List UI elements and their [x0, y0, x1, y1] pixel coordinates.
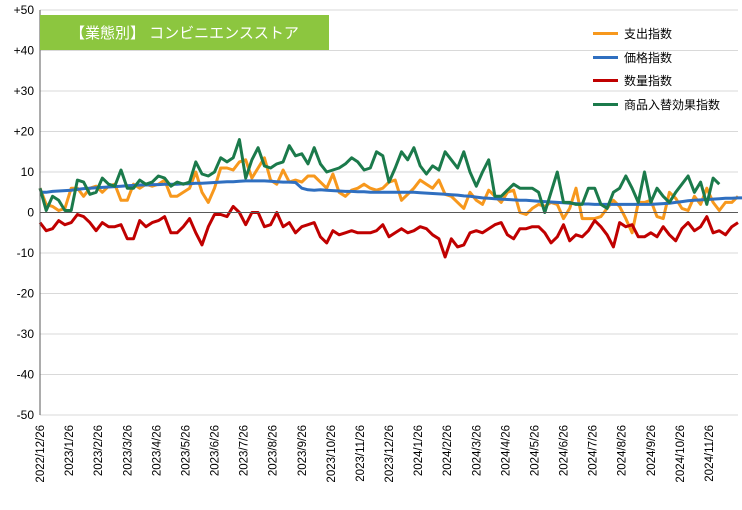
x-tick-label: 2023/10/26 — [326, 425, 338, 483]
legend-label-spending: 支出指数 — [624, 27, 673, 42]
y-tick-label: -20 — [17, 287, 35, 301]
legend-swatch-quantity — [593, 79, 618, 83]
chart-title-text: 【業態別】 コンビニエンスストア — [70, 25, 299, 42]
legend-label-quantity: 数量指数 — [624, 74, 673, 89]
y-tick-label: +20 — [14, 125, 35, 139]
x-tick-label: 2024/5/26 — [529, 425, 541, 476]
x-tick-label: 2024/1/26 — [413, 425, 425, 476]
y-tick-label: +30 — [14, 84, 35, 98]
chart-title: 【業態別】 コンビニエンスストア — [40, 15, 329, 50]
legend-item-quantity: 数量指数 — [593, 69, 720, 93]
series-line-3 — [38, 138, 721, 214]
legend-label-replacement: 商品入替効果指数 — [624, 97, 721, 112]
x-tick-label: 2023/12/26 — [384, 425, 396, 483]
series-line-1 — [40, 179, 742, 206]
x-tick-label: 2023/5/26 — [180, 425, 192, 476]
y-tick-label: -30 — [17, 327, 35, 341]
y-tick-label: -10 — [17, 246, 35, 260]
series-line-2 — [38, 204, 739, 259]
x-tick-label: 2023/2/26 — [93, 425, 105, 476]
y-axis-ticks: +50 +40 +30 +20 10 0 -10 -20 -30 -40 -50 — [14, 3, 35, 422]
y-tick-label: +50 — [14, 3, 35, 17]
y-tick-label: +40 — [14, 44, 35, 58]
x-tick-label: 2023/11/26 — [355, 425, 367, 482]
series-line-0 — [38, 156, 740, 235]
x-tick-label: 2023/9/26 — [297, 425, 309, 476]
x-tick-label: 2023/3/26 — [122, 425, 134, 476]
x-tick-label: 2023/7/26 — [239, 425, 251, 476]
legend-swatch-replacement — [593, 102, 618, 106]
x-tick-label: 2024/10/26 — [675, 425, 687, 483]
legend-item-spending: 支出指数 — [593, 22, 720, 46]
x-tick-label: 2024/8/26 — [617, 425, 629, 476]
y-tick-label: 0 — [27, 206, 34, 220]
x-tick-label: 2023/4/26 — [151, 425, 163, 476]
x-tick-label: 2023/8/26 — [268, 425, 280, 476]
x-tick-label: 2024/4/26 — [500, 425, 512, 476]
legend-item-price: 価格指数 — [593, 46, 720, 70]
x-tick-label: 2022/12/26 — [35, 425, 47, 483]
x-tick-label: 2024/7/26 — [588, 425, 600, 476]
x-axis-ticks: 2022/12/26 2023/1/26 2023/2/26 2023/3/26 202… — [35, 425, 716, 483]
y-tick-label: -50 — [17, 408, 35, 422]
x-tick-label: 2024/9/26 — [646, 425, 658, 476]
legend-label-price: 価格指数 — [624, 50, 673, 65]
legend-item-replacement: 商品入替効果指数 — [593, 93, 720, 117]
x-tick-label: 2024/11/26 — [704, 425, 716, 482]
x-tick-label: 2024/6/26 — [559, 425, 571, 476]
legend-swatch-price — [593, 55, 618, 59]
x-tick-label: 2023/6/26 — [210, 425, 222, 476]
x-tick-label: 2024/3/26 — [471, 425, 483, 476]
series-lines — [38, 138, 742, 259]
y-tick-label: 10 — [21, 165, 35, 179]
x-tick-label: 2024/2/26 — [442, 425, 454, 476]
x-tick-label: 2023/1/26 — [64, 425, 76, 476]
y-tick-label: -40 — [17, 368, 35, 382]
legend-swatch-spending — [593, 32, 618, 36]
legend: 支出指数 価格指数 数量指数 商品入替効果指数 — [593, 22, 720, 116]
